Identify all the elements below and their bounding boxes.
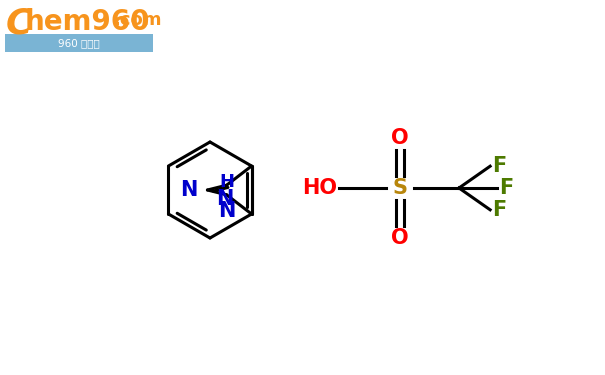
Text: N: N [218, 201, 235, 221]
FancyBboxPatch shape [5, 34, 153, 52]
Text: hem960: hem960 [25, 8, 151, 36]
Text: O: O [391, 228, 409, 248]
Text: N: N [180, 180, 197, 200]
Text: F: F [492, 200, 506, 220]
Text: .com: .com [113, 11, 162, 29]
Text: C: C [6, 6, 33, 40]
Text: 960 化工网: 960 化工网 [58, 38, 100, 48]
Text: O: O [391, 128, 409, 148]
Text: H: H [219, 173, 234, 191]
Text: F: F [499, 178, 513, 198]
Text: HO: HO [302, 178, 337, 198]
Text: F: F [492, 156, 506, 176]
Text: N: N [216, 189, 234, 209]
Text: S: S [393, 178, 408, 198]
